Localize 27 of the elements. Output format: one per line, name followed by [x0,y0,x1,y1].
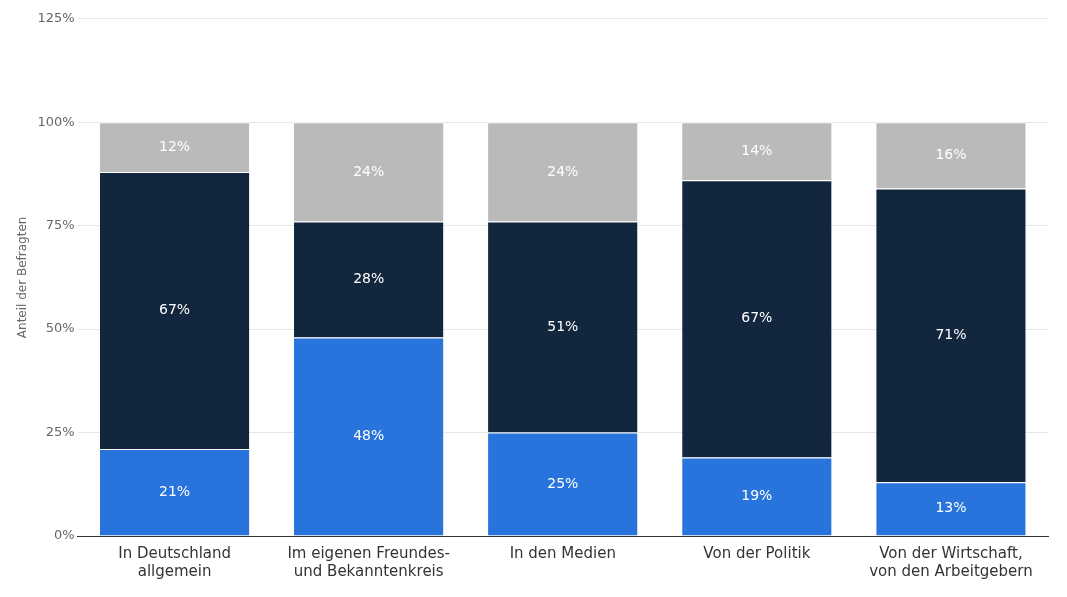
x-tick-label: Von der Politik [703,543,811,562]
data-label: 25% [547,474,579,491]
data-label: 12% [159,137,191,154]
data-label: 21% [159,482,191,499]
y-tick-label: 100% [37,113,75,129]
data-label: 16% [935,145,967,162]
data-label: 67% [741,309,773,326]
y-tick-label: 0% [53,527,75,543]
data-label: 13% [935,499,967,516]
data-label: 24% [353,162,385,179]
x-tick-label: Von der Wirtschaft, von den Arbeitgebern [869,543,1033,580]
y-tick-label: 75% [45,217,75,233]
data-label: 14% [741,141,773,158]
data-label: 28% [353,270,385,287]
y-tick-label: 50% [45,320,75,336]
data-label: 48% [353,427,385,444]
data-label: 24% [547,162,579,179]
data-label: 71% [935,325,967,342]
data-label: 51% [547,317,579,334]
data-label: 19% [741,487,773,504]
x-tick-label: In den Medien [509,543,616,562]
y-axis-title: Anteil der Befragten [15,216,30,339]
data-label: 67% [159,301,191,318]
x-tick-label: In Deutschland allgemein [118,543,232,580]
y-tick-label: 125% [37,10,75,26]
x-tick-label: Im eigenen Freundes- und Bekanntenkreis [287,543,450,580]
y-tick-label: 25% [45,423,75,439]
